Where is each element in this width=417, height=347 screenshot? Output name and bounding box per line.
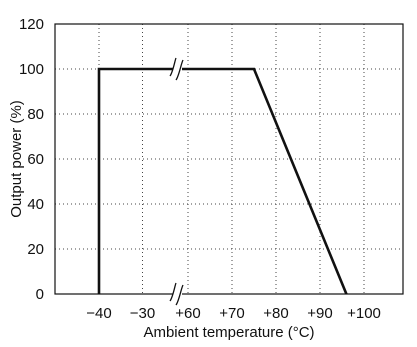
y-tick-label: 20: [27, 241, 44, 258]
y-tick-labels: 0 20 40 60 80 100 120: [19, 16, 44, 303]
grid-lines: [55, 24, 403, 294]
x-tick-label: +100: [347, 305, 381, 322]
series-line: [97, 67, 348, 295]
break-curve: [169, 282, 177, 302]
y-tick-label: 40: [27, 196, 44, 213]
series-break-mark: [169, 57, 184, 81]
y-tick-label: 60: [27, 151, 44, 168]
x-tick-label: −40: [86, 305, 111, 322]
x-axis-label: Ambient temperature (°C): [143, 324, 314, 341]
x-tick-label: +80: [263, 305, 288, 322]
x-tick-label: +60: [175, 305, 200, 322]
x-tick-label: +90: [307, 305, 332, 322]
break-gap: [173, 66, 182, 72]
break-curve: [175, 284, 184, 306]
y-axis-label: Output power (%): [8, 100, 25, 218]
y-tick-label: 80: [27, 106, 44, 123]
break-gap: [173, 291, 182, 297]
series-layer: [97, 67, 348, 295]
y-tick-label: 100: [19, 61, 44, 78]
x-tick-labels: −40 −30 +60 +70 +80 +90 +100: [86, 305, 381, 322]
axis-break-markers: [169, 57, 184, 306]
y-tick-label: 120: [19, 16, 44, 33]
break-curve: [169, 57, 177, 77]
y-tick-label: 0: [36, 286, 44, 303]
x-tick-label: −30: [130, 305, 155, 322]
x-tick-label: +70: [219, 305, 244, 322]
plot-frame: [54, 23, 404, 295]
break-curve: [175, 59, 184, 81]
axis-break-mark: [169, 282, 184, 306]
